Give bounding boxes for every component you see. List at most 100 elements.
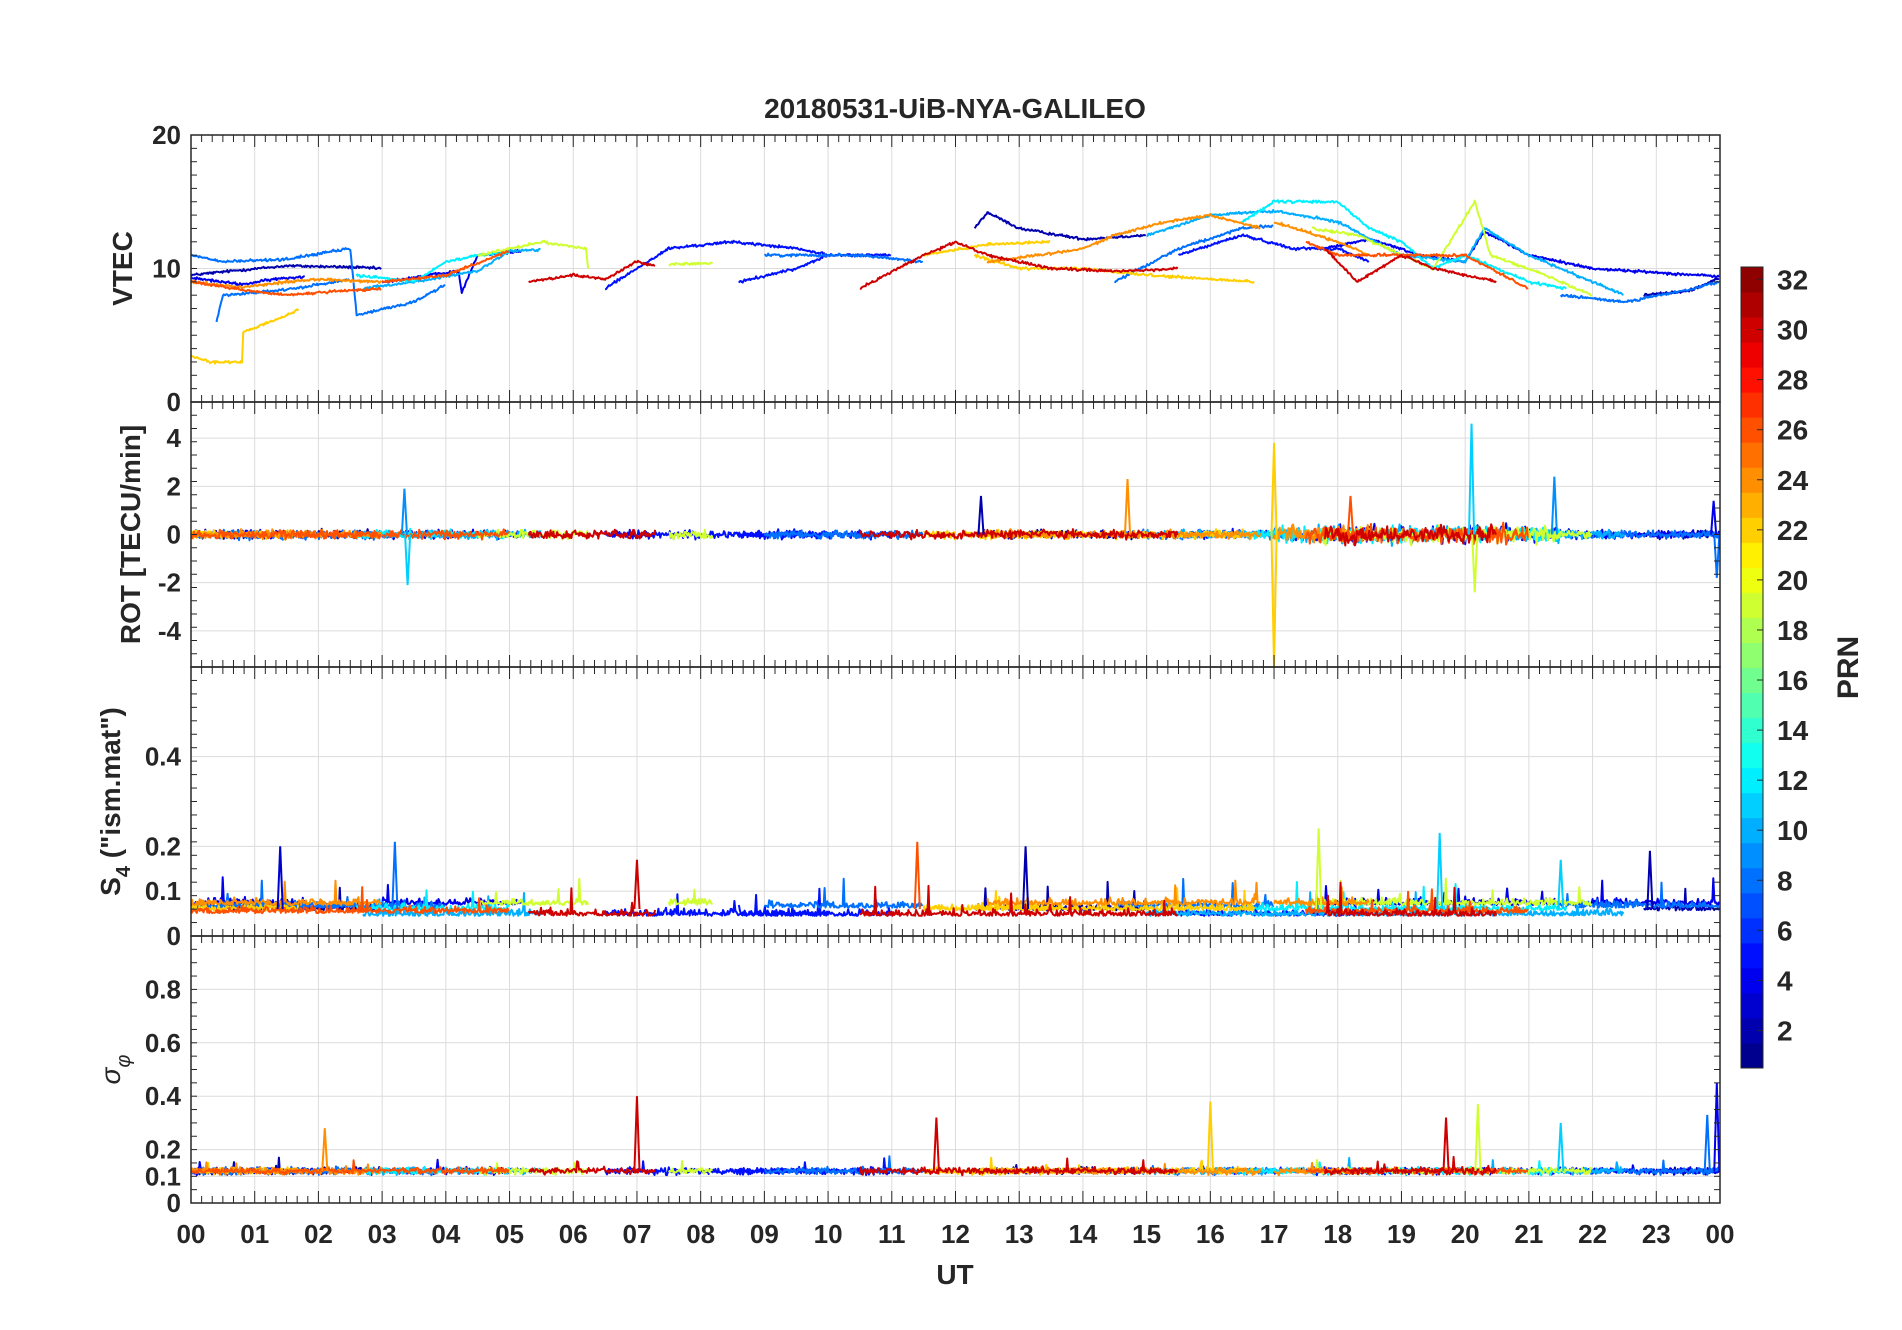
rot-spike-prn-8: [1713, 534, 1720, 578]
x-tick-label: 02: [304, 1219, 333, 1249]
y-label-sub: φ: [113, 1055, 135, 1068]
colorbar-tick-label: 10: [1777, 815, 1808, 846]
vtec-line-prn-10: [362, 247, 541, 291]
colorbar-tick-label: 14: [1777, 715, 1809, 746]
colorbar-segment: [1741, 992, 1763, 1019]
sigma-spike-prn-22: [1206, 1101, 1214, 1171]
colorbar-segment: [1741, 567, 1763, 593]
x-tick-label: 07: [622, 1219, 651, 1249]
vtec-line-prn-26: [1305, 240, 1529, 290]
colorbar-segment: [1741, 742, 1763, 769]
colorbar-segment: [1741, 592, 1763, 618]
y-tick-label-vtec: 0: [167, 387, 181, 417]
y-tick-label-s4: 0.2: [145, 831, 181, 861]
y-tick-label-s4: 0.4: [145, 742, 182, 772]
colorbar-tick-label: 2: [1777, 1015, 1793, 1046]
x-tick-label: 15: [1132, 1219, 1161, 1249]
y-tick-label-rot: -4: [158, 616, 182, 646]
colorbar-segment: [1741, 467, 1763, 493]
y-tick-label-sigma: 0.4: [145, 1081, 182, 1111]
colorbar-segment: [1741, 617, 1763, 643]
sigma-line-prn-26: [191, 1159, 383, 1176]
s4-line-prn-8: [763, 877, 924, 909]
rot-spike-prn-11: [1467, 423, 1476, 535]
s4-line-prn-30: [1324, 881, 1498, 917]
x-tick-label: 00: [1706, 1219, 1735, 1249]
sigma-line-prn-30: [1324, 1155, 1498, 1176]
vtec-line-prn-8: [1559, 280, 1720, 304]
x-tick-label: 13: [1005, 1219, 1034, 1249]
colorbar-frame: [1740, 266, 1764, 1069]
colorbar-tick-label: 18: [1777, 615, 1808, 646]
colorbar-segment: [1741, 1017, 1763, 1044]
s4-line-prn-19: [477, 877, 590, 907]
vtec-line-prn-12: [1241, 199, 1567, 290]
sigma-spike-prn-30: [633, 1096, 641, 1171]
vtec-line-prn-19: [668, 261, 713, 267]
sigma-line-prn-19: [668, 1160, 713, 1175]
colorbar-segment: [1741, 317, 1763, 343]
rot-line-prn-30: [1324, 523, 1497, 547]
rot-spike-prn-19: [1471, 534, 1479, 593]
s4-spike-prn-8: [391, 841, 399, 910]
colorbar-tick-label: 12: [1777, 765, 1808, 796]
x-tick-label: 14: [1068, 1219, 1097, 1249]
colorbar-segment: [1741, 692, 1763, 719]
x-tick-label: 05: [495, 1219, 524, 1249]
y-tick-label-vtec: 10: [152, 254, 181, 284]
vtec-line-prn-8: [1113, 224, 1274, 284]
panel-vtec: 0 10 20 VTEC: [107, 120, 1721, 417]
sigma-spike-prn-19: [1474, 1104, 1482, 1171]
sigma-line-prn-5: [738, 1157, 892, 1177]
colorbar-segment: [1741, 417, 1763, 443]
colorbar-segment: [1741, 717, 1763, 744]
colorbar-segment: [1741, 292, 1763, 318]
data-layer-vtec: [191, 199, 1720, 365]
s4-line-prn-22: [922, 889, 1052, 912]
rot-line-prn-19: [668, 528, 714, 541]
rot-line-prn-26: [191, 528, 382, 541]
x-tick-label: 09: [750, 1219, 779, 1249]
vtec-line-prn-19: [477, 239, 590, 269]
vtec-line-prn-8: [191, 247, 446, 317]
s4-line-prn-24: [986, 879, 1261, 906]
colorbar-tick-label: 28: [1777, 365, 1808, 396]
colorbar-segment: [1741, 792, 1763, 819]
x-tick-label: 23: [1642, 1219, 1671, 1249]
x-tick-label: 03: [368, 1219, 397, 1249]
colorbar-segment: [1741, 492, 1763, 518]
colorbar-segment: [1741, 867, 1763, 894]
y-tick-label-rot: -2: [158, 568, 181, 598]
colorbar-segment: [1741, 442, 1763, 468]
s4-line-prn-30: [527, 887, 657, 917]
colorbar-segment: [1741, 542, 1763, 568]
s4-line-prn-24: [191, 879, 382, 907]
colorbar-tick-label: 32: [1777, 265, 1808, 296]
colorbar-segment: [1741, 667, 1763, 694]
vtec-line-prn-19: [1311, 199, 1593, 297]
colorbar-tick-label: 26: [1777, 415, 1808, 446]
colorbar-segment: [1741, 967, 1763, 994]
data-layer-sigma: [191, 1082, 1720, 1177]
colorbar-segment: [1741, 367, 1763, 393]
y-axis-label-vtec: VTEC: [107, 231, 138, 306]
rot-spike-prn-26: [1346, 495, 1355, 535]
colorbar-tick-label: 30: [1777, 315, 1808, 346]
colorbar-segment: [1741, 942, 1763, 969]
colorbar-segment: [1741, 842, 1763, 869]
x-tick-label: 18: [1323, 1219, 1352, 1249]
colorbar-segment: [1741, 642, 1763, 668]
x-tick-label: 17: [1260, 1219, 1289, 1249]
sigma-spike-prn-8: [1703, 1114, 1711, 1172]
rot-spike-prn-24: [1123, 479, 1132, 535]
s4-line-prn-10: [362, 892, 542, 917]
vtec-line-prn-26: [191, 279, 382, 297]
y-label-main: S: [95, 877, 126, 896]
sigma-spike-prn-24: [321, 1128, 329, 1172]
colorbar-segment: [1741, 817, 1763, 844]
s4-spike-prn-2: [1022, 846, 1030, 910]
sigma-line-prn-26: [381, 1166, 510, 1175]
y-tick-label-sigma: 0.6: [145, 1028, 181, 1058]
